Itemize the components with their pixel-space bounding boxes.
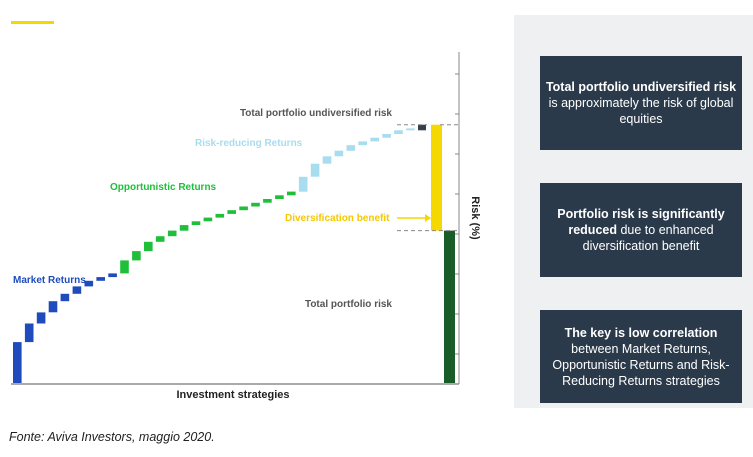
step-bar-opportunistic-returns-3 — [144, 241, 153, 252]
callout-3-bold: The key is low correlation — [564, 325, 718, 340]
source-note: Fonte: Aviva Investors, maggio 2020. — [9, 430, 215, 444]
accent-line — [11, 21, 54, 24]
step-bar-risk-reducing-returns-4 — [334, 150, 344, 157]
callout-1-text: is approximately the risk of global equi… — [548, 96, 734, 126]
step-bar-opportunistic-returns-2 — [132, 251, 141, 261]
step-bar-market-returns-7 — [84, 280, 94, 287]
waterfall-chart: Market Returns Opportunistic Returns Ris… — [11, 52, 481, 401]
diversification-benefit-label: Diversification benefit — [285, 213, 390, 224]
callout-undiversified-risk: Total portfolio undiversified risk is ap… — [540, 56, 742, 150]
step-bar-market-returns-8 — [96, 277, 105, 281]
step-bar-opportunistic-returns-15 — [287, 191, 296, 196]
step-bar-market-returns-9 — [108, 273, 117, 278]
step-bar-risk-reducing-returns-6 — [358, 141, 367, 146]
total-portfolio-risk-label: Total portfolio risk — [305, 299, 392, 310]
step-bar-market-returns-1 — [13, 342, 22, 383]
callout-1-bold: Total portfolio undiversified risk — [545, 80, 737, 94]
diversification-arrow-head — [425, 214, 431, 222]
opportunistic-returns-label: Opportunistic Returns — [110, 182, 217, 193]
step-bar-opportunistic-returns-5 — [167, 230, 177, 237]
callout-portfolio-risk-reduced: Portfolio risk is significantly reduced … — [540, 183, 742, 277]
step-bar-opportunistic-returns-12 — [251, 202, 260, 207]
explanation-panel: Total portfolio undiversified risk is ap… — [514, 15, 753, 408]
market-returns-label: Market Returns — [13, 275, 86, 286]
step-bar-risk-reducing-returns-10 — [406, 128, 415, 131]
step-bar-risk-reducing-returns-7 — [370, 137, 379, 142]
step-bar-opportunistic-returns-1 — [120, 260, 129, 274]
step-bar-market-returns-6 — [72, 286, 82, 294]
step-bar-market-returns-2 — [24, 323, 34, 343]
step-bar-market-returns-3 — [36, 312, 46, 324]
step-bar-opportunistic-returns-4 — [155, 236, 165, 242]
step-bar-risk-reducing-returns-3 — [322, 156, 332, 164]
callout-low-correlation: The key is low correlation between Marke… — [540, 310, 742, 403]
step-bar-opportunistic-returns-11 — [239, 206, 248, 211]
step-bar-opportunistic-returns-9 — [215, 213, 225, 218]
step-bar-market-returns-5 — [60, 293, 70, 302]
step-bar-opportunistic-returns-10 — [227, 210, 236, 214]
step-bar-market-returns-4 — [48, 301, 58, 313]
step-bar-opportunistic-returns-6 — [179, 225, 189, 231]
diversification-benefit-bar — [431, 124, 442, 231]
callout-3-text: between Market Returns, Opportunistic Re… — [552, 341, 730, 388]
step-bar-opportunistic-returns-8 — [203, 217, 213, 222]
step-bar-risk-reducing-returns-8 — [382, 134, 391, 138]
step-bar-opportunistic-returns-7 — [191, 221, 201, 225]
x-axis-title: Investment strategies — [176, 389, 289, 401]
step-bar-risk-reducing-returns-2 — [310, 163, 320, 177]
callout-2-text: due to enhanced diversification benefit — [582, 223, 714, 253]
callout-2-bold: Portfolio risk is significantly reduced — [557, 207, 725, 237]
risk-reducing-returns-label: Risk-reducing Returns — [195, 138, 303, 149]
step-bar-opportunistic-returns-14 — [275, 195, 284, 199]
step-bar-risk-reducing-returns-1 — [298, 176, 308, 192]
undiversified-risk-label: Total portfolio undiversified risk — [240, 108, 392, 119]
total-portfolio-risk-bar — [444, 230, 455, 383]
y-axis-title: Risk (%) — [469, 196, 481, 240]
undiversified-total-bar — [418, 124, 426, 131]
step-bar-risk-reducing-returns-9 — [394, 130, 403, 134]
step-bar-risk-reducing-returns-5 — [346, 145, 356, 151]
step-bar-opportunistic-returns-13 — [263, 199, 272, 203]
